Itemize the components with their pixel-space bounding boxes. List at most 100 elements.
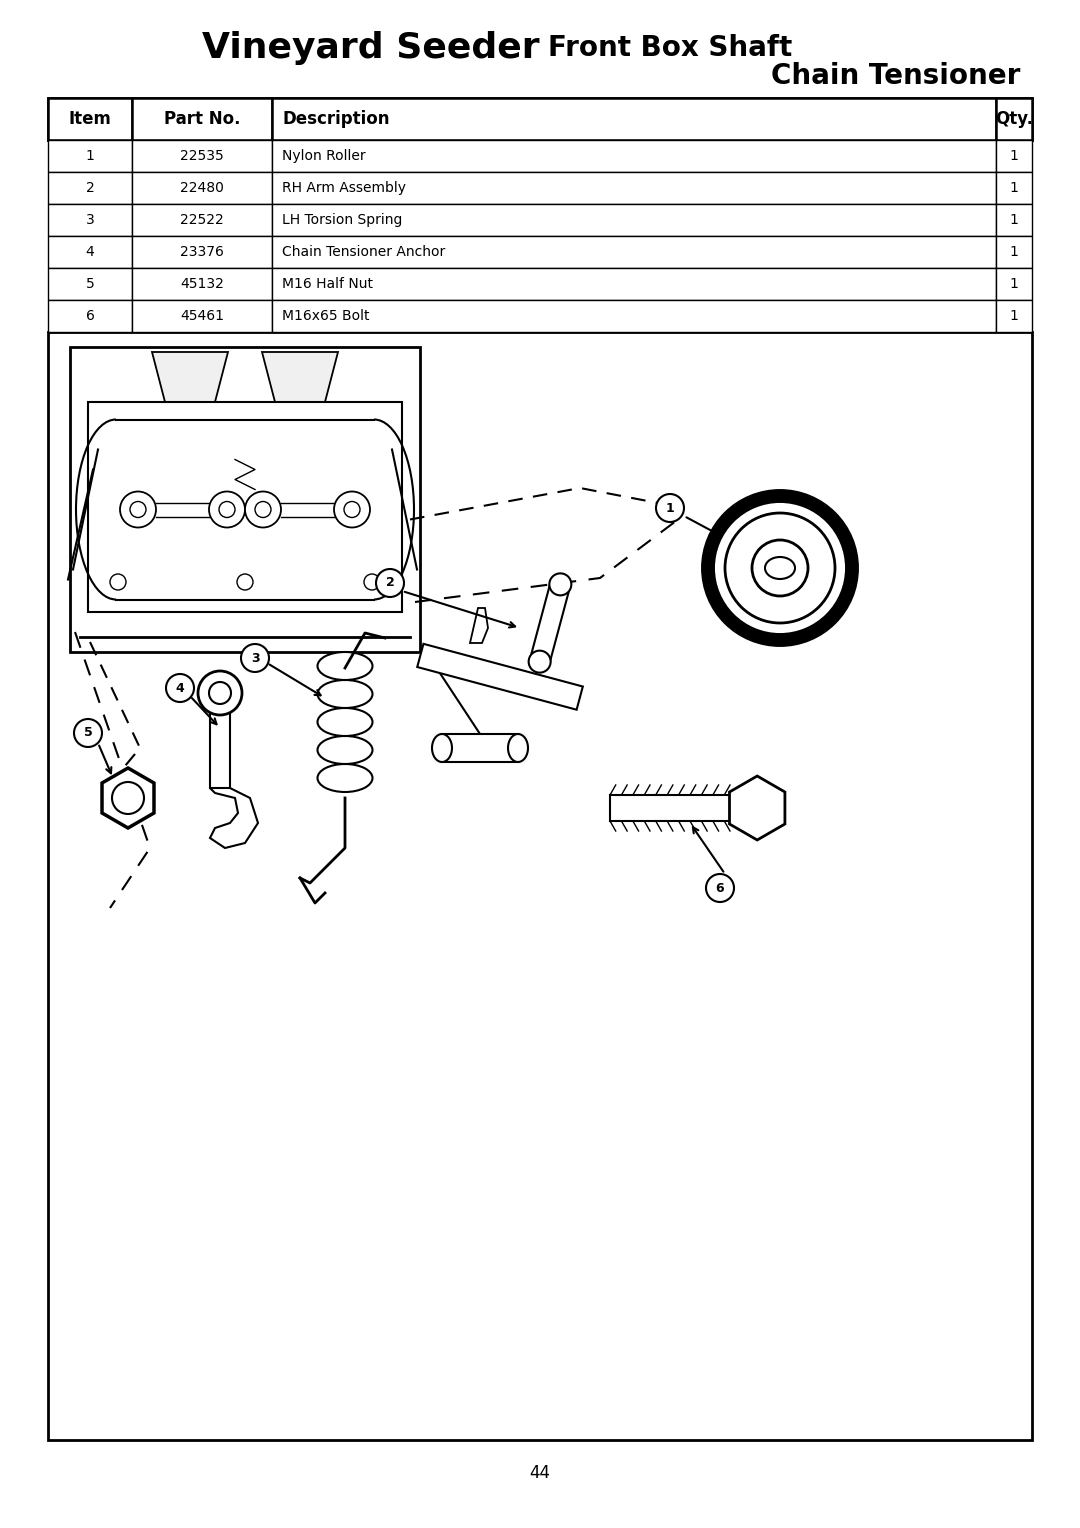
Circle shape: [130, 501, 146, 518]
Circle shape: [237, 575, 253, 590]
Text: 1: 1: [665, 501, 674, 515]
Text: Chain Tensioner: Chain Tensioner: [771, 63, 1020, 90]
Circle shape: [725, 513, 835, 623]
Circle shape: [198, 671, 242, 715]
Ellipse shape: [318, 652, 373, 680]
Text: Qty.: Qty.: [995, 110, 1032, 128]
Circle shape: [245, 492, 281, 527]
Ellipse shape: [318, 680, 373, 707]
Text: 2: 2: [85, 180, 94, 196]
Circle shape: [708, 497, 852, 640]
Text: LH Torsion Spring: LH Torsion Spring: [282, 212, 403, 228]
Bar: [132, 299, 272, 332]
Text: 22522: 22522: [180, 212, 224, 228]
Circle shape: [706, 874, 734, 902]
Bar: [132, 235, 272, 267]
Ellipse shape: [528, 651, 551, 672]
Text: Chain Tensioner Anchor: Chain Tensioner Anchor: [282, 244, 445, 260]
Circle shape: [112, 782, 144, 814]
Bar: [272, 235, 996, 267]
Text: Part No.: Part No.: [164, 110, 240, 128]
Bar: [996, 141, 1032, 173]
Ellipse shape: [318, 764, 373, 792]
Text: 3: 3: [85, 212, 94, 228]
Circle shape: [166, 674, 194, 701]
Polygon shape: [102, 769, 154, 828]
Bar: [272, 299, 996, 332]
Circle shape: [255, 501, 271, 518]
Ellipse shape: [432, 733, 453, 762]
Text: 23376: 23376: [180, 244, 224, 260]
Text: 45461: 45461: [180, 309, 224, 322]
Polygon shape: [530, 582, 570, 665]
Bar: [996, 98, 1032, 141]
Text: 1: 1: [85, 150, 94, 163]
Polygon shape: [442, 733, 518, 762]
Text: RH Arm Assembly: RH Arm Assembly: [282, 180, 406, 196]
Circle shape: [334, 492, 370, 527]
Polygon shape: [262, 351, 338, 402]
Bar: [996, 299, 1032, 332]
Circle shape: [219, 501, 235, 518]
Bar: [87, 402, 402, 613]
Circle shape: [752, 539, 808, 596]
Ellipse shape: [765, 558, 795, 579]
Polygon shape: [729, 776, 785, 840]
Circle shape: [210, 681, 231, 704]
Bar: [48, 267, 132, 299]
Text: 1: 1: [1010, 180, 1018, 196]
Text: 1: 1: [1010, 309, 1018, 322]
Text: 1: 1: [1010, 244, 1018, 260]
Circle shape: [345, 501, 360, 518]
Bar: [272, 205, 996, 235]
Circle shape: [120, 492, 156, 527]
Text: Nylon Roller: Nylon Roller: [282, 150, 366, 163]
Text: 44: 44: [529, 1464, 551, 1482]
Ellipse shape: [508, 733, 528, 762]
Ellipse shape: [318, 707, 373, 736]
Bar: [132, 205, 272, 235]
Text: 22535: 22535: [180, 150, 224, 163]
Text: 22480: 22480: [180, 180, 224, 196]
Text: 6: 6: [716, 882, 725, 894]
Text: M16 Half Nut: M16 Half Nut: [282, 277, 373, 290]
Text: 2: 2: [386, 576, 394, 590]
Bar: [70, 347, 420, 652]
Circle shape: [241, 643, 269, 672]
Bar: [272, 141, 996, 173]
Polygon shape: [210, 707, 230, 788]
Text: Item: Item: [68, 110, 111, 128]
Bar: [132, 98, 272, 141]
Bar: [996, 235, 1032, 267]
Polygon shape: [417, 643, 583, 709]
Bar: [996, 205, 1032, 235]
Bar: [48, 332, 1032, 1439]
Text: 1: 1: [1010, 212, 1018, 228]
Text: 3: 3: [251, 651, 259, 665]
Bar: [48, 98, 132, 141]
Circle shape: [364, 575, 380, 590]
Text: Vineyard Seeder: Vineyard Seeder: [202, 31, 540, 66]
Bar: [48, 235, 132, 267]
Bar: [132, 173, 272, 205]
Text: Description: Description: [282, 110, 390, 128]
Text: M16x65 Bolt: M16x65 Bolt: [282, 309, 369, 322]
Bar: [272, 173, 996, 205]
Bar: [48, 141, 132, 173]
Bar: [996, 173, 1032, 205]
Text: 4: 4: [85, 244, 94, 260]
Bar: [272, 267, 996, 299]
Text: 45132: 45132: [180, 277, 224, 290]
Polygon shape: [470, 608, 488, 643]
Bar: [996, 267, 1032, 299]
Text: 1: 1: [1010, 277, 1018, 290]
Ellipse shape: [550, 573, 571, 596]
Bar: [48, 205, 132, 235]
Bar: [48, 98, 1032, 141]
Bar: [48, 173, 132, 205]
Bar: [272, 98, 996, 141]
Polygon shape: [152, 351, 228, 402]
Ellipse shape: [318, 736, 373, 764]
Circle shape: [75, 720, 102, 747]
Circle shape: [656, 494, 684, 523]
